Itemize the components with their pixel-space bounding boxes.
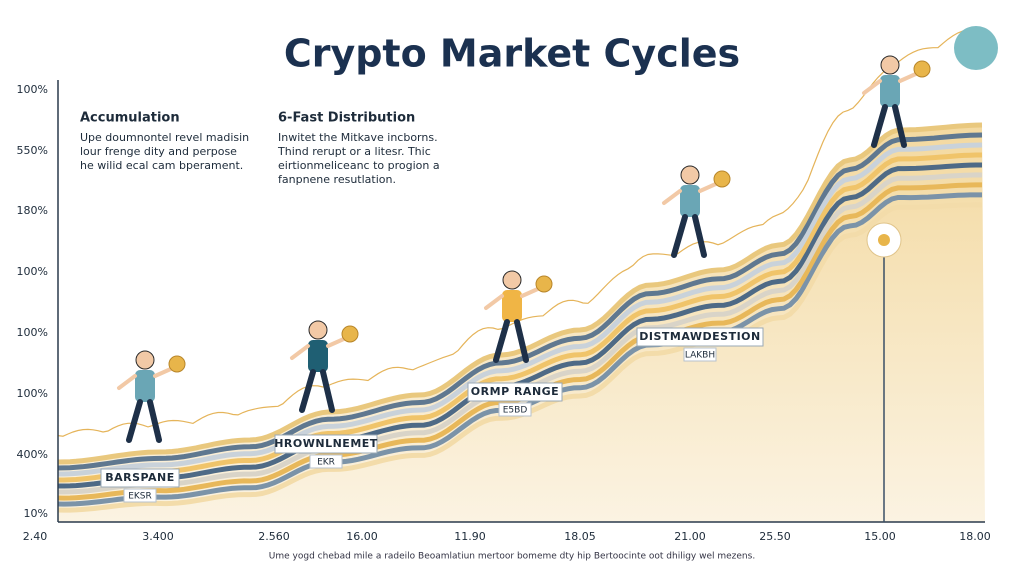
figures — [117, 55, 931, 443]
phase-label: BARSPANE — [105, 471, 175, 484]
title: Crypto Market Cycles — [284, 32, 740, 76]
tag-box — [274, 434, 378, 454]
y-tick-label: 10% — [24, 507, 48, 520]
axis-labels: 100% 550% 180% 100% 100% 100% 400% 10% 2.40 3.400… — [17, 83, 991, 543]
sub-box — [309, 454, 343, 469]
panel-line: he wilid ecal cam bperament. — [80, 159, 243, 172]
x-tick-label: 21.00 — [674, 530, 706, 543]
band — [58, 152, 982, 483]
x-tick-label: 15.00 — [864, 530, 896, 543]
legs — [126, 399, 162, 443]
logo — [954, 26, 998, 70]
y-tick-label: 550% — [17, 144, 48, 157]
band — [57, 122, 983, 465]
phase-label: HROWNLNEMET — [274, 437, 378, 450]
sand-area — [58, 125, 985, 522]
coin — [713, 170, 731, 188]
x-tick-label: 11.90 — [454, 530, 486, 543]
sub-box — [498, 402, 532, 417]
x-tick-label: 3.400 — [142, 530, 174, 543]
coin — [913, 60, 931, 78]
y-tick-label: 100% — [17, 387, 48, 400]
phase-label: DISTMAWDESTION — [639, 330, 760, 343]
head — [502, 270, 522, 290]
arms — [290, 336, 348, 360]
sub-box — [123, 488, 157, 503]
coin — [535, 275, 553, 293]
arms — [484, 286, 542, 310]
phase-label: ORMP RANGE — [471, 385, 559, 398]
panel-line: lour frenge dity and perpose — [80, 145, 237, 158]
x-tick-label: 18.00 — [959, 530, 991, 543]
panel-line: eirtionmeliceanc to progion a — [278, 159, 440, 172]
y-tick-label: 100% — [17, 326, 48, 339]
head — [135, 350, 155, 370]
y-tick-label: 100% — [17, 265, 48, 278]
legs — [671, 214, 707, 258]
band — [57, 132, 983, 471]
x-tick-label: 25.50 — [759, 530, 791, 543]
tag-box — [636, 327, 764, 347]
torso — [880, 75, 900, 107]
legs — [871, 104, 907, 148]
arms — [862, 71, 920, 95]
coin — [341, 325, 359, 343]
head — [680, 165, 700, 185]
panel-heading: 6-Fast Distribution — [278, 111, 415, 126]
torso — [135, 370, 155, 402]
tag-box — [467, 382, 563, 402]
x-tick-label: 2.40 — [23, 530, 48, 543]
x-tick-label: 18.05 — [564, 530, 596, 543]
coin — [168, 355, 186, 373]
head — [880, 55, 900, 75]
y-tick-label: 400% — [17, 448, 48, 461]
band — [58, 142, 983, 477]
torso — [680, 185, 700, 217]
footer: Ume yogd chebad mile a radeilo Beoamlati… — [269, 552, 755, 562]
panel-line: Inwitet the Mitkave incborns. — [278, 131, 438, 144]
panel-line: Thind rerupt or a litesr. Thic — [277, 145, 431, 158]
phase-sub: EKR — [317, 458, 335, 468]
torso — [308, 340, 328, 372]
phase-sub: E5BD — [503, 406, 528, 416]
y-tick-label: 180% — [17, 204, 48, 217]
panel-heading: Accumulation — [80, 111, 180, 126]
torso — [502, 290, 522, 322]
coin — [878, 234, 890, 246]
panel-line: fanpnene resutlation. — [278, 173, 396, 186]
arms — [117, 366, 175, 390]
legs — [493, 319, 529, 363]
legs — [299, 369, 335, 413]
sub-box — [683, 347, 717, 362]
head — [308, 320, 328, 340]
panel-line: Upe doumnontel revel madisin — [80, 131, 249, 144]
x-tick-label: 2.560 — [258, 530, 290, 543]
x-tick-label: 16.00 — [346, 530, 378, 543]
y-tick-label: 100% — [17, 83, 48, 96]
annotations: Accumulation Upe doumnontel revel madisin… — [80, 111, 764, 503]
arms — [662, 181, 720, 205]
phase-sub: LAKBH — [685, 351, 715, 361]
tag-box — [100, 468, 180, 488]
phase-sub: EKSR — [128, 492, 152, 502]
